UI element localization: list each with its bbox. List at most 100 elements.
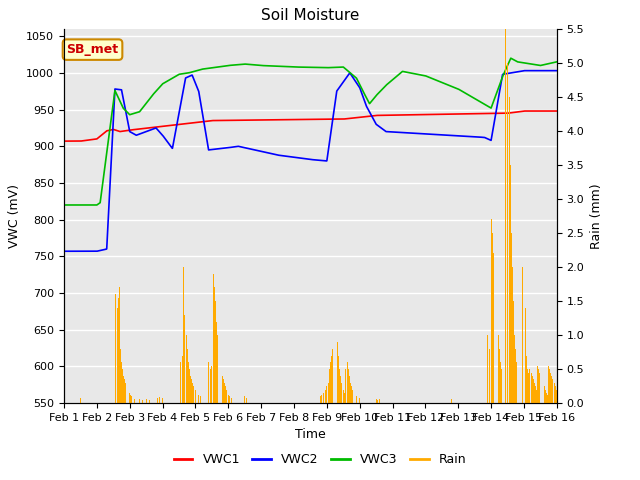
Bar (549, 369, 550, 403)
Bar (320, 396, 321, 403)
Bar (125, 383, 126, 403)
Bar (332, 349, 333, 403)
Bar (321, 395, 323, 403)
Bar (351, 386, 352, 403)
Bar (333, 288, 335, 403)
Y-axis label: Rain (mm): Rain (mm) (590, 183, 603, 249)
Bar (149, 400, 150, 403)
Bar (512, 267, 513, 403)
Bar (509, 165, 511, 403)
Bar (535, 386, 536, 403)
Bar (80, 398, 81, 403)
Bar (208, 362, 209, 403)
Bar (547, 395, 548, 403)
Bar (159, 397, 160, 403)
Bar (536, 390, 537, 403)
Bar (554, 383, 555, 403)
Bar (555, 386, 556, 403)
Bar (516, 362, 517, 403)
Bar (187, 349, 188, 403)
Bar (550, 372, 551, 403)
Bar (223, 379, 224, 403)
Bar (544, 386, 545, 403)
Bar (493, 253, 494, 403)
Bar (183, 267, 184, 403)
Bar (193, 386, 194, 403)
Bar (527, 369, 528, 403)
Bar (146, 399, 147, 403)
Bar (340, 376, 341, 403)
Bar (191, 379, 192, 403)
Bar (213, 274, 214, 403)
Bar (491, 356, 492, 403)
Legend: VWC1, VWC2, VWC3, Rain: VWC1, VWC2, VWC3, Rain (169, 448, 471, 471)
Bar (216, 322, 217, 403)
Bar (352, 390, 353, 403)
Bar (538, 369, 539, 403)
Bar (531, 372, 532, 403)
Bar (222, 376, 223, 403)
Bar (195, 390, 196, 403)
Bar (344, 393, 346, 403)
Bar (329, 369, 330, 403)
Bar (196, 393, 198, 403)
Bar (499, 349, 500, 403)
Bar (244, 396, 245, 403)
Bar (190, 376, 191, 403)
Bar (541, 379, 543, 403)
Bar (534, 383, 535, 403)
Bar (210, 369, 211, 403)
Bar (184, 315, 186, 403)
X-axis label: Time: Time (295, 429, 326, 442)
Bar (511, 233, 512, 403)
Bar (82, 399, 83, 403)
Bar (359, 398, 360, 403)
Bar (330, 362, 331, 403)
Bar (532, 379, 534, 403)
Bar (526, 356, 527, 403)
Bar (379, 399, 380, 403)
Bar (157, 398, 158, 403)
Bar (219, 349, 220, 403)
Bar (339, 369, 340, 403)
Bar (231, 398, 232, 403)
Bar (115, 294, 116, 403)
Bar (162, 398, 163, 403)
Bar (200, 396, 201, 403)
Bar (529, 369, 531, 403)
Bar (124, 379, 125, 403)
Bar (188, 362, 189, 403)
Bar (134, 399, 135, 403)
Bar (552, 379, 553, 403)
Bar (501, 369, 502, 403)
Bar (214, 288, 215, 403)
Y-axis label: VWC (mV): VWC (mV) (8, 184, 20, 248)
Bar (495, 301, 497, 403)
Bar (347, 362, 348, 403)
Bar (498, 335, 499, 403)
Bar (122, 369, 124, 403)
Bar (129, 393, 130, 403)
Bar (211, 366, 212, 403)
Bar (131, 396, 132, 403)
Bar (525, 308, 526, 403)
Bar (337, 342, 338, 403)
Bar (341, 383, 342, 403)
Bar (189, 369, 190, 403)
Bar (328, 383, 329, 403)
Bar (324, 390, 326, 403)
Bar (224, 383, 225, 403)
Bar (548, 366, 549, 403)
Bar (489, 349, 490, 403)
Bar (120, 349, 121, 403)
Bar (335, 322, 337, 403)
Bar (323, 393, 324, 403)
Bar (492, 233, 493, 403)
Text: SB_met: SB_met (67, 43, 118, 56)
Bar (338, 356, 339, 403)
Bar (451, 399, 452, 403)
Bar (545, 390, 546, 403)
Bar (127, 390, 129, 403)
Bar (186, 335, 187, 403)
Bar (198, 395, 199, 403)
